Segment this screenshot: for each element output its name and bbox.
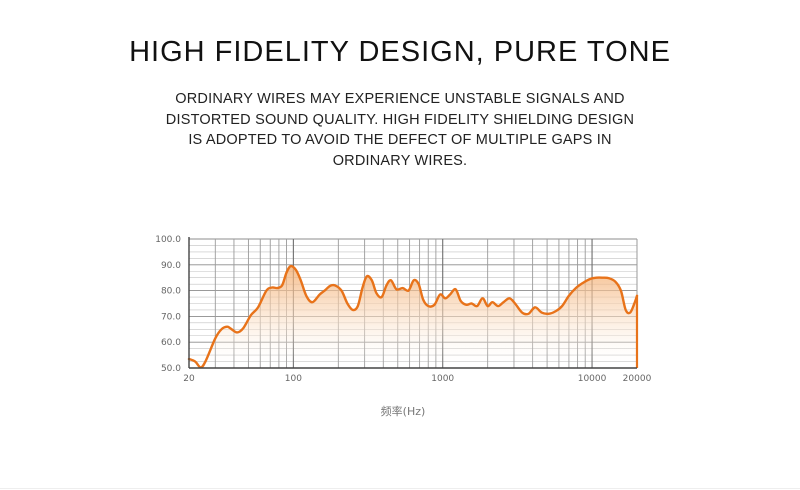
x-tick-label: 1000 [431,374,454,384]
y-tick-label: 60.0 [161,338,181,348]
x-tick-label: 10000 [578,374,607,384]
y-tick-label: 80.0 [161,287,181,297]
chart-axes [188,237,637,369]
chart-tick-labels: 100.0 90.0 80.0 70.0 60.0 50.020 100 1000 10000 2… [155,235,651,384]
y-tick-label: 100.0 [155,235,181,245]
x-axis-label: 频率(Hz) [381,404,426,418]
x-tick-label: 20 [183,374,195,384]
y-tick-label: 70.0 [161,312,181,322]
x-tick-label: 100 [285,374,302,384]
y-tick-label: 50.0 [161,364,181,374]
page-description: ORDINARY WIRES MAY EXPERIENCE UNSTABLE S… [165,91,635,169]
x-tick-label: 20000 [623,374,652,384]
chart-area-layer [187,264,639,369]
page-title: HIGH FIDELITY DESIGN, PURE TONE [129,36,671,68]
series-area-fill [189,266,637,368]
series-line [187,264,639,369]
bottom-divider [0,488,800,489]
y-tick-label: 90.0 [161,261,181,271]
